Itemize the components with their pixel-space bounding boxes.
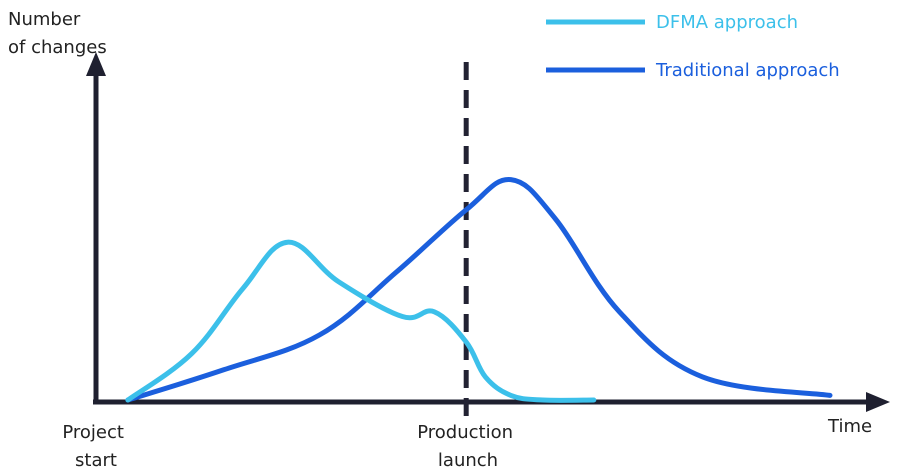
x-tick-label-production-launch-line-1: Production — [417, 422, 513, 443]
x-axis-arrowhead — [866, 392, 890, 412]
y-axis-label: Number of changes — [8, 9, 107, 58]
x-tick-label-project-start-line-2: start — [75, 450, 117, 471]
x-tick-label-project-start: Project start — [62, 422, 129, 471]
x-tick-label-production-launch: Production launch — [417, 422, 519, 471]
legend: DFMA approach Traditional approach — [546, 12, 840, 81]
legend-label-traditional-approach: Traditional approach — [655, 60, 840, 81]
y-axis-arrowhead — [86, 52, 106, 76]
x-tick-label-production-launch-line-2: launch — [438, 450, 498, 471]
y-axis-label-line-2: of changes — [8, 37, 107, 58]
series-line-dfma-approach — [125, 239, 597, 403]
series-line-traditional-approach — [125, 177, 833, 403]
legend-label-dfma-approach: DFMA approach — [656, 12, 798, 33]
x-tick-label-project-start-line-1: Project — [62, 422, 124, 443]
y-axis-label-line-1: Number — [8, 9, 81, 30]
x-axis-label: Time — [827, 416, 872, 437]
